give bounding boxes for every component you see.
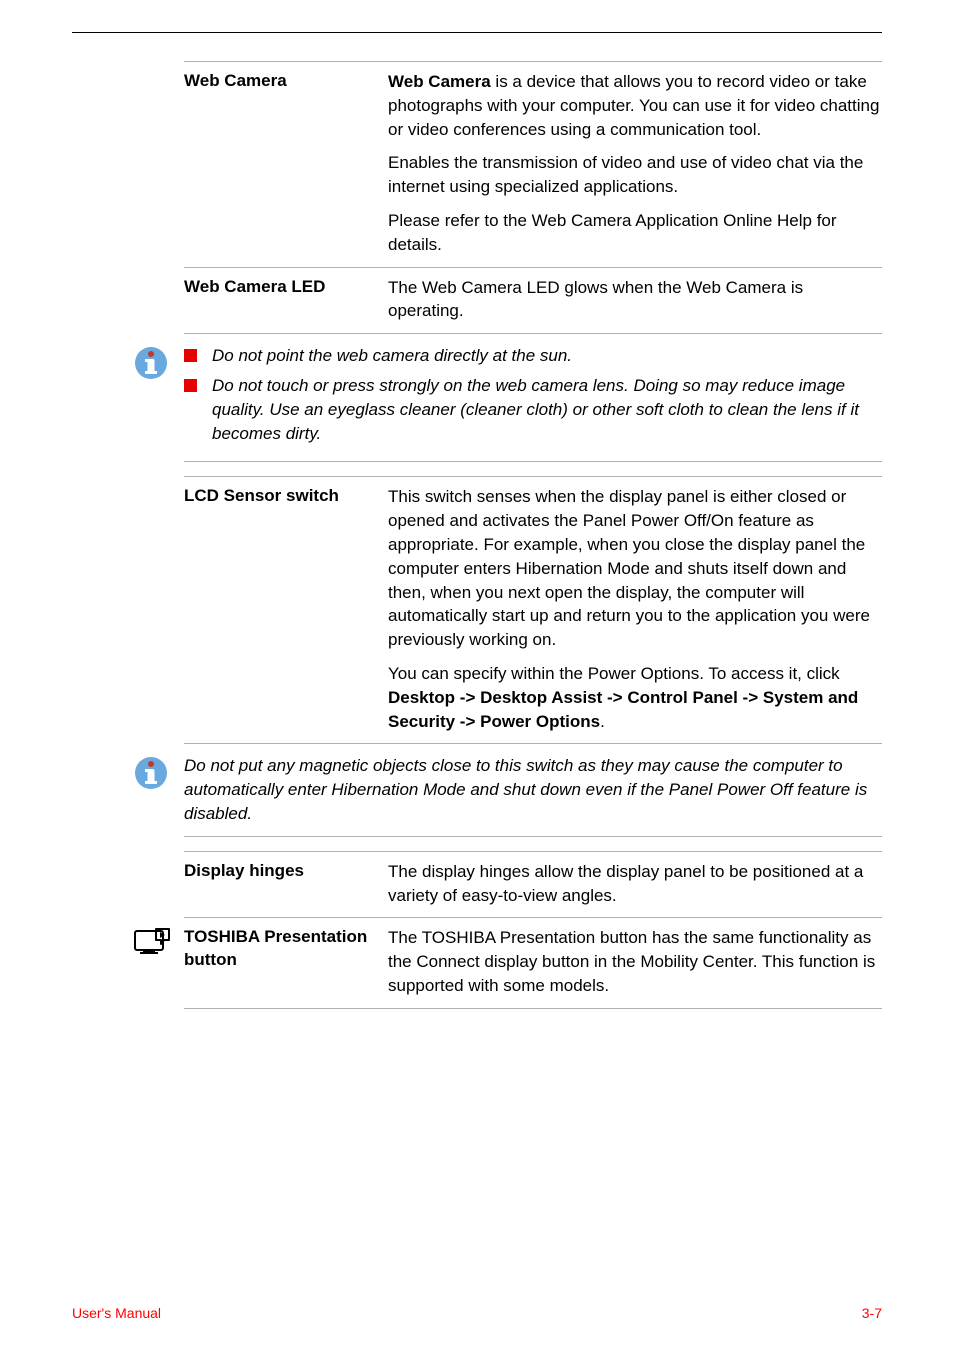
callout-list: Do not point the web camera directly at … — [184, 344, 882, 445]
info-icon — [134, 754, 184, 790]
definition-paragraph: You can specify within the Power Options… — [388, 662, 882, 733]
separator — [184, 1008, 882, 1009]
definition-description: The display hinges allow the display pan… — [388, 860, 882, 908]
definition-row: Display hinges The display hinges allow … — [184, 852, 882, 918]
footer-right: 3-7 — [862, 1305, 882, 1321]
definition-row: Web Camera Web Camera is a device that a… — [184, 62, 882, 267]
definition-paragraph: The TOSHIBA Presentation button has the … — [388, 926, 882, 997]
definition-term: Display hinges — [184, 860, 388, 883]
definition-description: This switch senses when the display pane… — [388, 485, 882, 733]
definition-term: TOSHIBA Presentation button — [184, 926, 388, 972]
bold-text: Desktop -> Desktop Assist -> Control Pan… — [388, 688, 858, 731]
definition-paragraph: Please refer to the Web Camera Applicati… — [388, 209, 882, 257]
info-icon — [134, 344, 184, 380]
callout-text: Do not put any magnetic objects close to… — [184, 754, 882, 825]
definition-description: The Web Camera LED glows when the Web Ca… — [388, 276, 882, 324]
definition-row: Web Camera LED The Web Camera LED glows … — [184, 268, 882, 334]
separator — [184, 743, 882, 744]
page-footer: User's Manual 3-7 — [72, 1305, 882, 1321]
definition-paragraph: The display hinges allow the display pan… — [388, 860, 882, 908]
info-callout: Do not point the web camera directly at … — [134, 344, 882, 451]
callout-list-item: Do not point the web camera directly at … — [184, 344, 882, 368]
definition-paragraph: Web Camera is a device that allows you t… — [388, 70, 882, 141]
bold-text: Web Camera — [388, 72, 491, 91]
top-rule — [72, 32, 882, 33]
definition-paragraph: This switch senses when the display pane… — [388, 485, 882, 652]
separator — [184, 333, 882, 334]
definition-term: Web Camera — [184, 70, 388, 93]
callout-list-item: Do not touch or press strongly on the we… — [184, 374, 882, 445]
definition-description: The TOSHIBA Presentation button has the … — [388, 926, 882, 997]
definition-term: LCD Sensor switch — [184, 485, 388, 508]
definition-row: LCD Sensor switch This switch senses whe… — [184, 477, 882, 743]
definition-row: TOSHIBA Presentation button The TOSHIBA … — [184, 918, 882, 1007]
definition-paragraph: The Web Camera LED glows when the Web Ca… — [388, 276, 882, 324]
definition-description: Web Camera is a device that allows you t… — [388, 70, 882, 257]
footer-left: User's Manual — [72, 1305, 161, 1321]
info-callout: Do not put any magnetic objects close to… — [134, 754, 882, 825]
definition-paragraph: Enables the transmission of video and us… — [388, 151, 882, 199]
presentation-icon — [134, 926, 184, 958]
definition-term: Web Camera LED — [184, 276, 388, 299]
